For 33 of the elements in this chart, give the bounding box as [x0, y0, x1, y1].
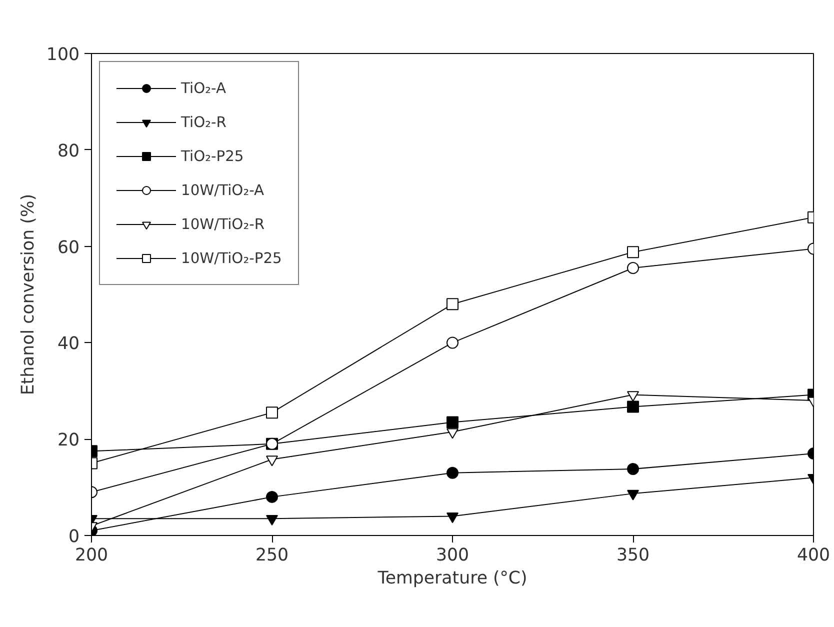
x-tick-label: 350 [616, 546, 650, 566]
x-axis-title: Temperature (°C) [376, 568, 528, 588]
legend-label: TiO₂-A [181, 80, 226, 96]
point [446, 428, 458, 439]
point [266, 406, 278, 419]
legend-label: TiO₂-P25 [181, 148, 244, 164]
y-axis-title: Ethanol conversion (%) [18, 194, 38, 396]
point [627, 462, 639, 475]
x-tick-label: 250 [255, 546, 289, 566]
x-tick-label: 300 [436, 546, 470, 566]
y-tick-label: 20 [57, 430, 80, 451]
y-tick-label: 80 [57, 141, 80, 162]
point [446, 298, 458, 310]
point [266, 456, 278, 466]
y-tick-label: 40 [57, 334, 80, 354]
point [627, 490, 639, 500]
point [627, 262, 639, 274]
point [446, 336, 458, 349]
y-tick-label: 60 [57, 238, 80, 258]
point [266, 490, 278, 503]
point [627, 391, 639, 402]
x-tick-label: 400 [796, 546, 830, 566]
legend-label: TiO₂-R [181, 114, 226, 130]
y-tick-label: 100 [46, 45, 80, 65]
legend-label: 10W/TiO₂-P25 [181, 250, 282, 266]
point [446, 512, 458, 524]
point [266, 514, 278, 526]
point [627, 246, 639, 258]
point [446, 466, 458, 479]
x-tick-label: 200 [74, 546, 108, 566]
legend-label: 10W/TiO₂-R [181, 216, 265, 232]
y-tick-label: 0 [68, 527, 80, 547]
legend-label: 10W/TiO₂-A [181, 182, 264, 198]
